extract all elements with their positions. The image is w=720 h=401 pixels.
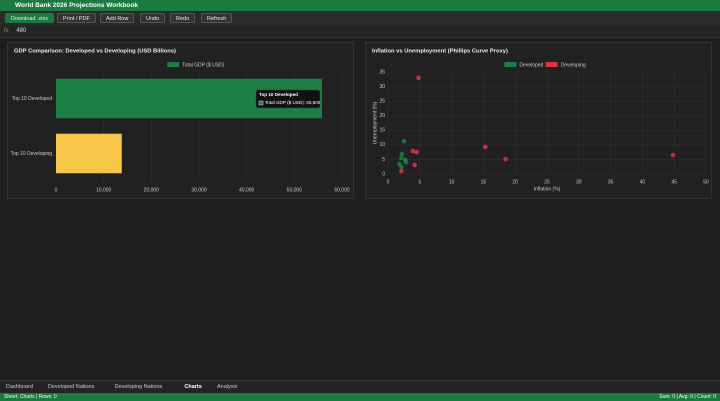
bar: [56, 133, 122, 174]
scatter-point: [483, 144, 488, 150]
y-tick-label: 15: [379, 128, 385, 134]
sheet-tab[interactable]: Developing Nations: [114, 384, 163, 390]
x-tick-label: 15: [481, 179, 487, 185]
scatter-point: [414, 149, 419, 155]
chart: GDP Comparison: Developed vs Developing …: [11, 49, 350, 194]
formula-value[interactable]: 480: [16, 28, 27, 34]
x-tick-label: 35: [608, 179, 614, 185]
tooltip: Top 10 Developed Total GDP ($ USD): 55,80…: [255, 89, 321, 109]
y-tick-label: 10: [379, 142, 385, 148]
sheet-tabs: Dashboard Developed Nations Developing Nat…: [0, 380, 720, 394]
chart: Inflation vs Unemployment (Phillips Curv…: [372, 49, 709, 193]
refresh-button[interactable]: Refresh: [201, 13, 233, 23]
x-tick-label: 10: [449, 179, 455, 185]
x-tick-label: 5: [418, 179, 421, 185]
chart-panel: GDP Comparison: Developed vs Developing …: [7, 42, 354, 199]
scatter-point: [399, 151, 405, 157]
scatter-point: [399, 155, 404, 161]
chart-title: Inflation vs Unemployment (Phillips Curv…: [372, 49, 508, 55]
y-tick-label: Top 10 Developing: [11, 151, 53, 157]
scatter-point: [403, 159, 409, 165]
scatter-point: [412, 162, 418, 168]
x-tick-label: 0: [387, 179, 390, 185]
status-left: Sheet: Charts | Rows: 0: [4, 394, 57, 400]
formula-bar: fx 480: [0, 26, 720, 38]
scatter-point: [399, 168, 404, 174]
legend-swatch: [545, 62, 558, 67]
legend-swatch: [504, 62, 517, 67]
y-tick-label: 35: [379, 69, 385, 75]
app-title: World Bank 2026 Projections Workbook: [15, 2, 138, 9]
title-bar: World Bank 2026 Projections Workbook: [0, 0, 720, 11]
y-tick-label: 20: [379, 113, 385, 119]
status-bar: Sheet: Charts | Rows: 0 Sum: 0 | Avg: 0 …: [0, 393, 720, 401]
x-tick-label: 25: [544, 179, 550, 185]
x-tick-label: 10,000: [96, 187, 112, 193]
sheet-tab[interactable]: Analysis: [217, 384, 238, 390]
scatter-point: [399, 164, 404, 170]
x-tick-label: 30: [576, 179, 582, 185]
sheet-tab[interactable]: Developed Nations: [47, 384, 95, 390]
x-tick-label: 20,000: [144, 187, 160, 193]
scatter-point: [410, 148, 416, 154]
print-button[interactable]: Print / PDF: [57, 13, 96, 23]
x-tick-label: 40,000: [239, 187, 255, 193]
x-tick-label: 20: [512, 179, 518, 185]
legend-label: Total GDP ($ USD): [182, 62, 224, 68]
x-tick-label: 30,000: [191, 187, 207, 193]
x-tick-label: 40: [640, 179, 646, 185]
redo-button[interactable]: Redo: [170, 13, 196, 23]
scatter-point: [503, 156, 508, 162]
tooltip-label: Total GDP ($ USD): 55,800: [265, 100, 321, 105]
legend-label: Developed: [519, 62, 543, 68]
sheet-tab[interactable]: Dashboard: [6, 384, 33, 390]
legend-swatch: [167, 62, 180, 67]
y-tick-label: 25: [379, 98, 385, 104]
scatter-point: [416, 75, 421, 81]
chart-title: GDP Comparison: Developed vs Developing …: [14, 49, 176, 55]
toolbar: Download .xlsx Print / PDF Add Row Undo …: [0, 11, 720, 26]
x-tick-label: 50: [703, 179, 709, 185]
tooltip-box: [255, 89, 321, 109]
chart-panel: Inflation vs Unemployment (Phillips Curv…: [365, 42, 712, 199]
x-tick-label: 45: [671, 179, 677, 185]
tooltip-title: Top 10 Developed: [259, 92, 298, 97]
y-axis-label: Unemployment (%): [372, 101, 378, 144]
x-tick-label: 50,000: [287, 187, 303, 193]
y-tick-label: Top 10 Developed: [12, 96, 53, 102]
scatter-point: [670, 152, 676, 158]
y-tick-label: 5: [382, 157, 385, 163]
status-right: Sum: 0 | Avg: 0 | Count: 0: [659, 394, 716, 400]
add-row-button[interactable]: Add Row: [100, 13, 135, 23]
y-tick-label: 30: [379, 84, 385, 90]
tooltip-swatch: [258, 100, 264, 106]
x-tick-label: 60,000: [334, 187, 350, 193]
legend-label: Developing: [561, 62, 586, 68]
scatter-point: [401, 138, 407, 144]
fx-label: fx: [4, 28, 9, 34]
undo-button[interactable]: Undo: [140, 13, 166, 23]
x-axis-label: Inflation (%): [534, 186, 561, 192]
y-tick-label: 0: [382, 171, 385, 177]
x-tick-label: 0: [55, 187, 58, 193]
download-button[interactable]: Download .xlsx: [5, 13, 54, 23]
